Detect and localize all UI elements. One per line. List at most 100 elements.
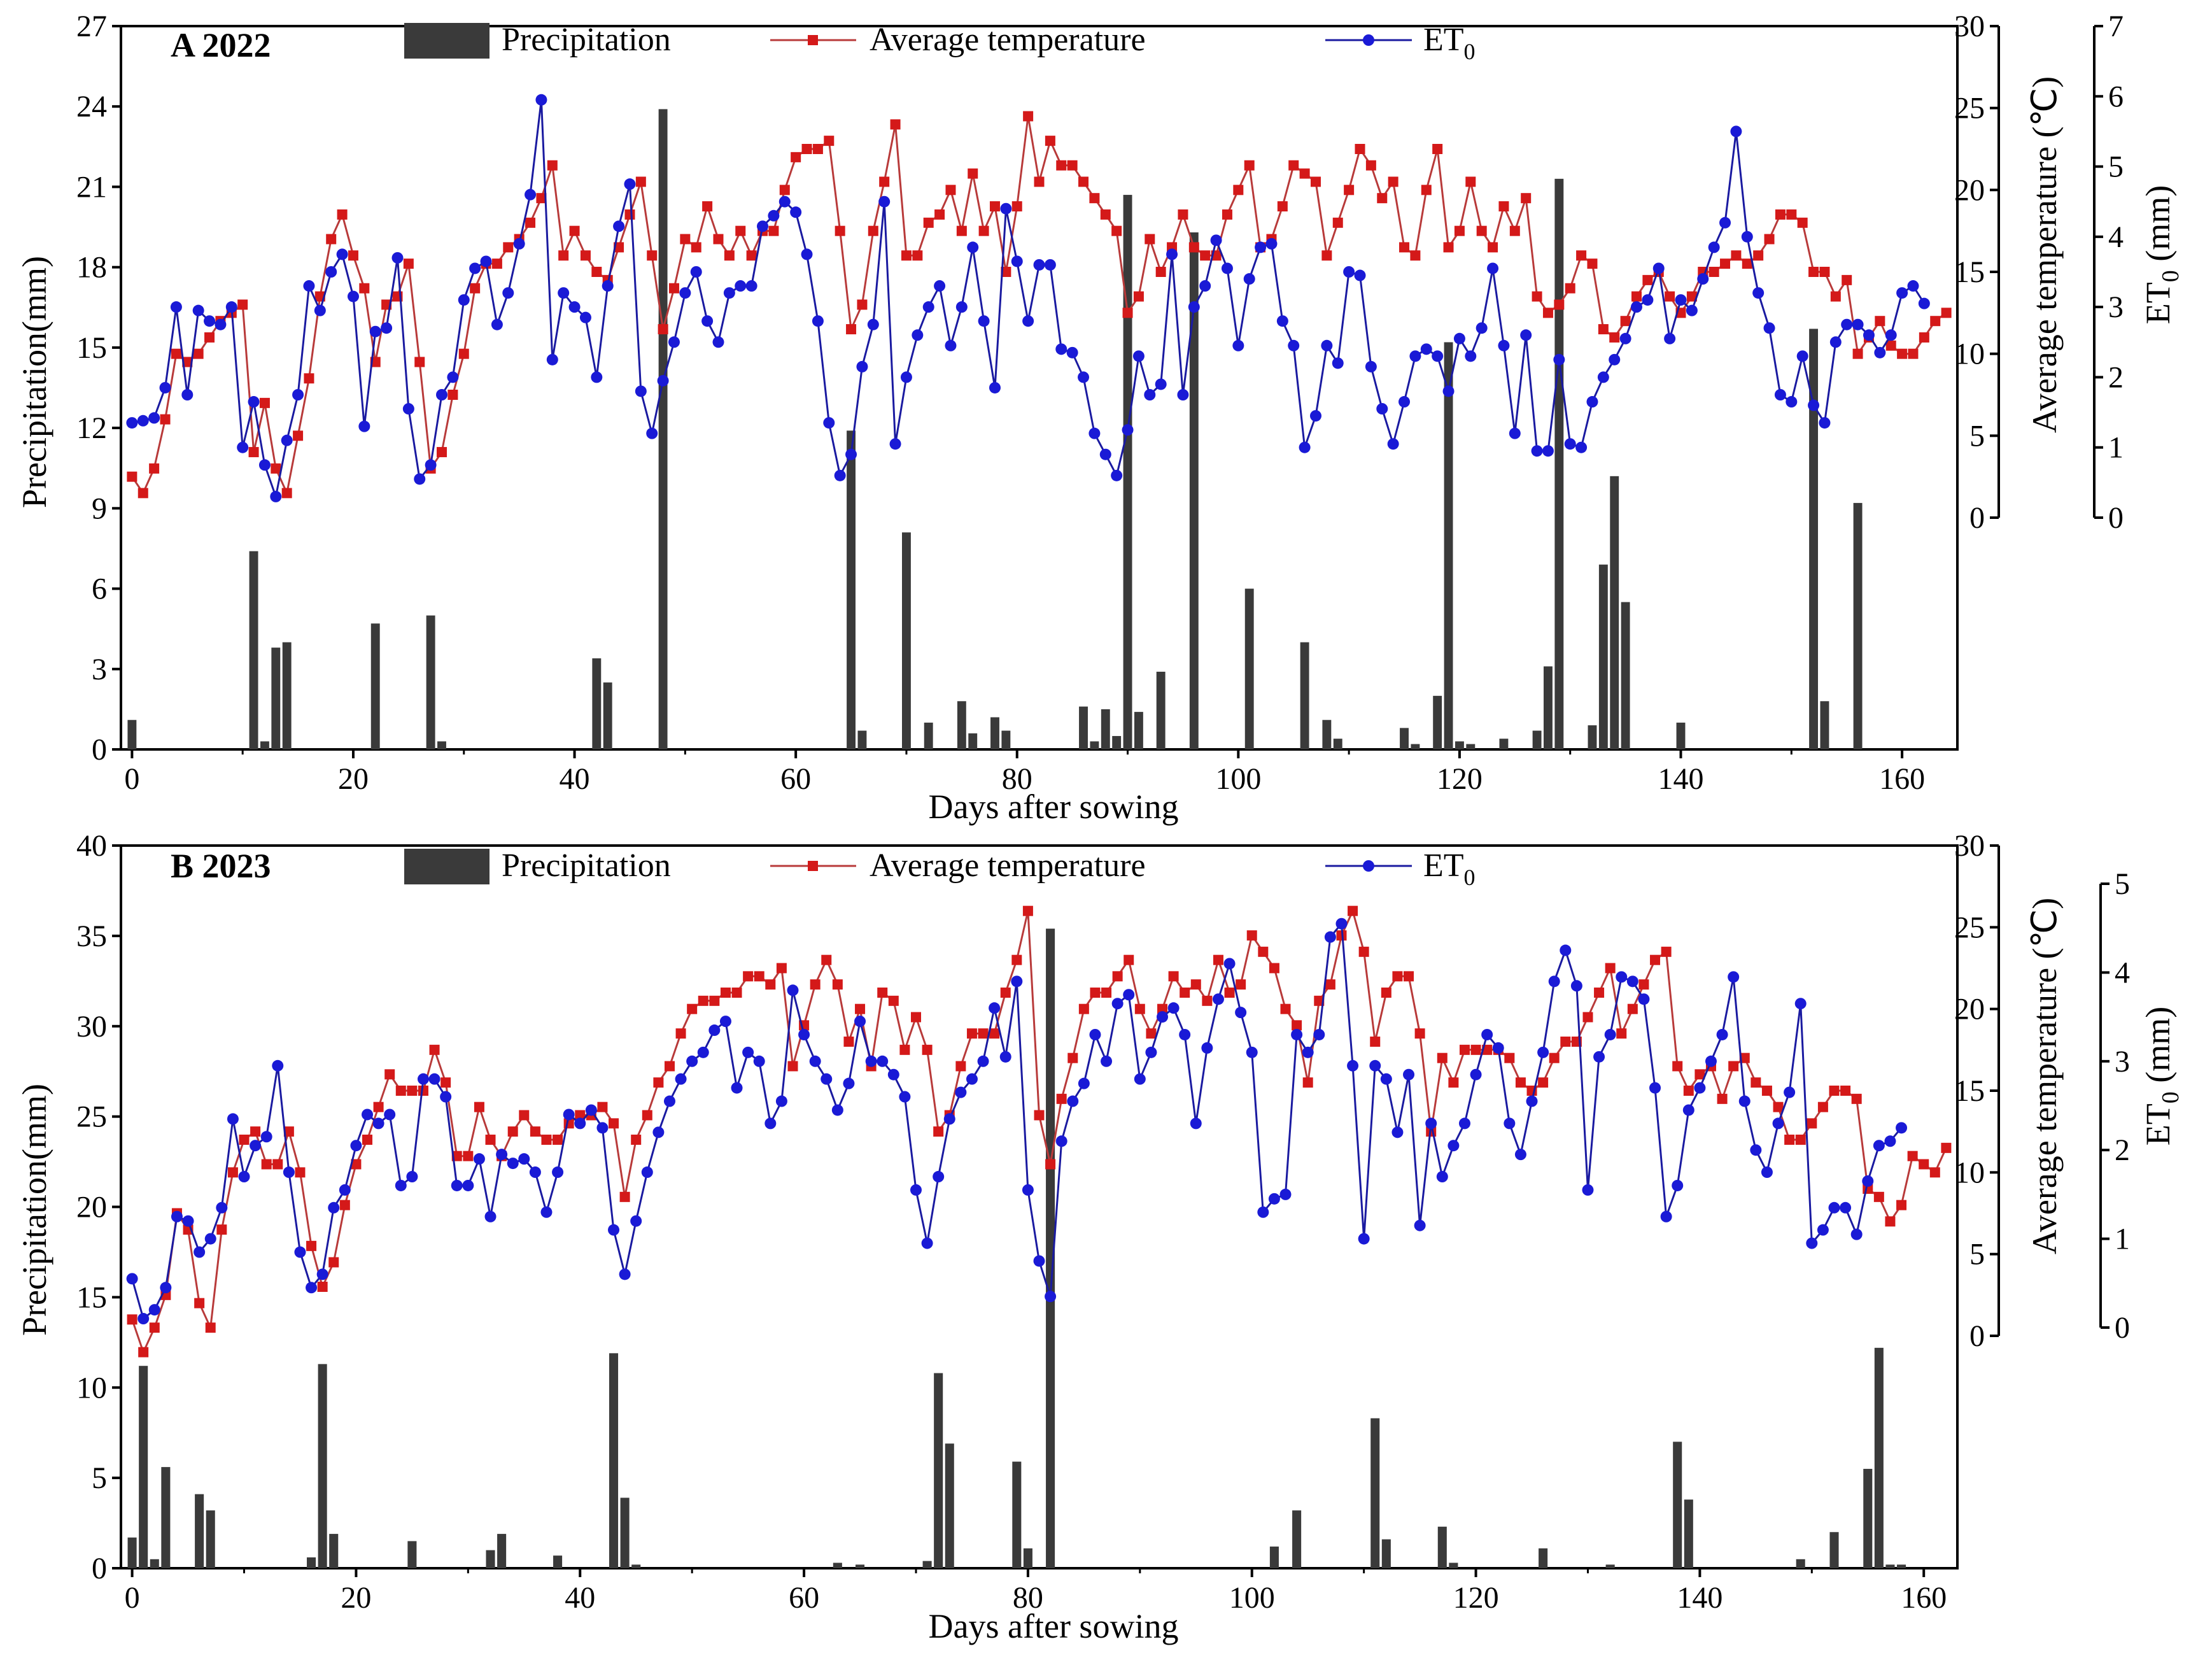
temperature-point (912, 250, 923, 261)
temperature-point (1377, 193, 1388, 204)
temperature-point (491, 259, 502, 269)
et0-point (768, 209, 780, 222)
et0-point (1347, 1059, 1359, 1072)
temperature-point (1731, 250, 1742, 261)
temperature-point (237, 299, 248, 310)
temperature-point (1202, 995, 1213, 1006)
et0-point (1570, 980, 1582, 992)
temperature-tick-label-a: 20 (1954, 173, 1985, 207)
y-left-tick-label-b: 10 (76, 1371, 107, 1405)
precipitation-bar (1023, 1548, 1032, 1568)
temperature-point (127, 471, 137, 482)
et0-point (171, 1210, 183, 1222)
y-axis-title-et0-main-b: ET (2139, 1103, 2177, 1145)
et0-point (1288, 339, 1300, 351)
temperature-point (1672, 1061, 1683, 1072)
temperature-point (1830, 291, 1841, 302)
et0-point (867, 318, 879, 330)
et0-point (1548, 975, 1560, 988)
temperature-point (1897, 348, 1908, 359)
et0-point (1398, 396, 1411, 408)
temperature-point (558, 250, 569, 261)
precipitation-bar (1809, 329, 1819, 749)
temperature-point (791, 152, 801, 162)
temperature-point (348, 250, 358, 261)
temperature-point (1538, 1077, 1549, 1088)
legend-label-et0-a: ET0 (1423, 22, 1476, 64)
temperature-point (138, 1347, 149, 1357)
precipitation-bar (1598, 564, 1608, 749)
precipitation-bar (329, 1534, 339, 1568)
legend-b: Precipitation Average temperature ET0 (404, 847, 1476, 890)
et0-point (686, 1055, 698, 1067)
x-tick-label-b: 80 (1013, 1581, 1043, 1615)
precipitation-bar (922, 1561, 932, 1568)
et0-point (630, 1215, 642, 1227)
et0-point (1132, 350, 1145, 362)
temperature-point (205, 1322, 216, 1333)
et0-point (1044, 259, 1056, 271)
temperature-point (530, 1126, 540, 1137)
y-left-tick-label-b: 40 (76, 829, 107, 863)
temperature-point (216, 1224, 227, 1235)
et0-tick-label-a: 2 (2108, 360, 2124, 394)
et0-point (657, 374, 669, 386)
y-axis-title-left-a: Precipitation(mm) (15, 256, 53, 508)
temperature-point (373, 1102, 384, 1112)
et0-point (238, 1171, 250, 1183)
temperature-point (1023, 111, 1034, 122)
temperature-point (127, 1314, 137, 1325)
precipitation-bar (1796, 1559, 1805, 1568)
temperature-point (989, 201, 1000, 212)
et0-point (1796, 350, 1808, 362)
x-tick-label-b: 40 (565, 1581, 595, 1615)
temperature-point (1851, 1093, 1862, 1104)
et0-point (1672, 1179, 1684, 1191)
y-axis-title-temperature-a: Average temperature (℃) (2025, 76, 2064, 433)
et0-point (809, 1055, 821, 1067)
et0-point (1166, 248, 1178, 260)
temperature-point (597, 1102, 608, 1112)
precipitation-bar (1269, 1546, 1279, 1568)
temperature-tick-label-b: 5 (1969, 1238, 1985, 1272)
temperature-point (1222, 209, 1232, 220)
et0-point (635, 385, 647, 397)
temperature-point (1122, 308, 1133, 318)
temperature-point (1459, 1044, 1470, 1055)
temperature-point (569, 225, 580, 236)
et0-point (989, 1002, 1001, 1014)
et0-point (428, 1073, 440, 1085)
et0-point (735, 280, 747, 292)
et0-point (1335, 918, 1348, 930)
temperature-point (1784, 1135, 1795, 1145)
temperature-point (776, 963, 787, 974)
temperature-point (724, 250, 735, 261)
et0-point (270, 490, 282, 502)
et0-point (978, 315, 990, 327)
et0-point (1380, 1073, 1392, 1085)
legend-label-temperature-b: Average temperature (870, 847, 1146, 884)
temperature-point (824, 136, 835, 146)
et0-point (1774, 389, 1786, 400)
et0-point (641, 1166, 653, 1179)
et0-point (525, 188, 537, 201)
temperature-point (713, 234, 724, 244)
et0-point (943, 1113, 955, 1125)
temperature-point (1642, 274, 1653, 285)
et0-point (1321, 339, 1333, 351)
temperature-point (1188, 242, 1199, 253)
et0-point (350, 1140, 362, 1152)
temperature-point (702, 201, 713, 212)
precipitation-bar (1885, 1564, 1895, 1568)
temperature-point (658, 324, 668, 335)
x-axis-title-b: Days after sowing (929, 1607, 1179, 1645)
et0-point (1210, 234, 1222, 246)
temperature-point (888, 995, 899, 1006)
et0-point (731, 1082, 743, 1094)
et0-point (921, 1237, 933, 1249)
et0-point (160, 1282, 172, 1294)
precipitation-bar (1532, 730, 1542, 749)
et0-point (1604, 1028, 1616, 1040)
precipitation-bar (318, 1364, 327, 1568)
